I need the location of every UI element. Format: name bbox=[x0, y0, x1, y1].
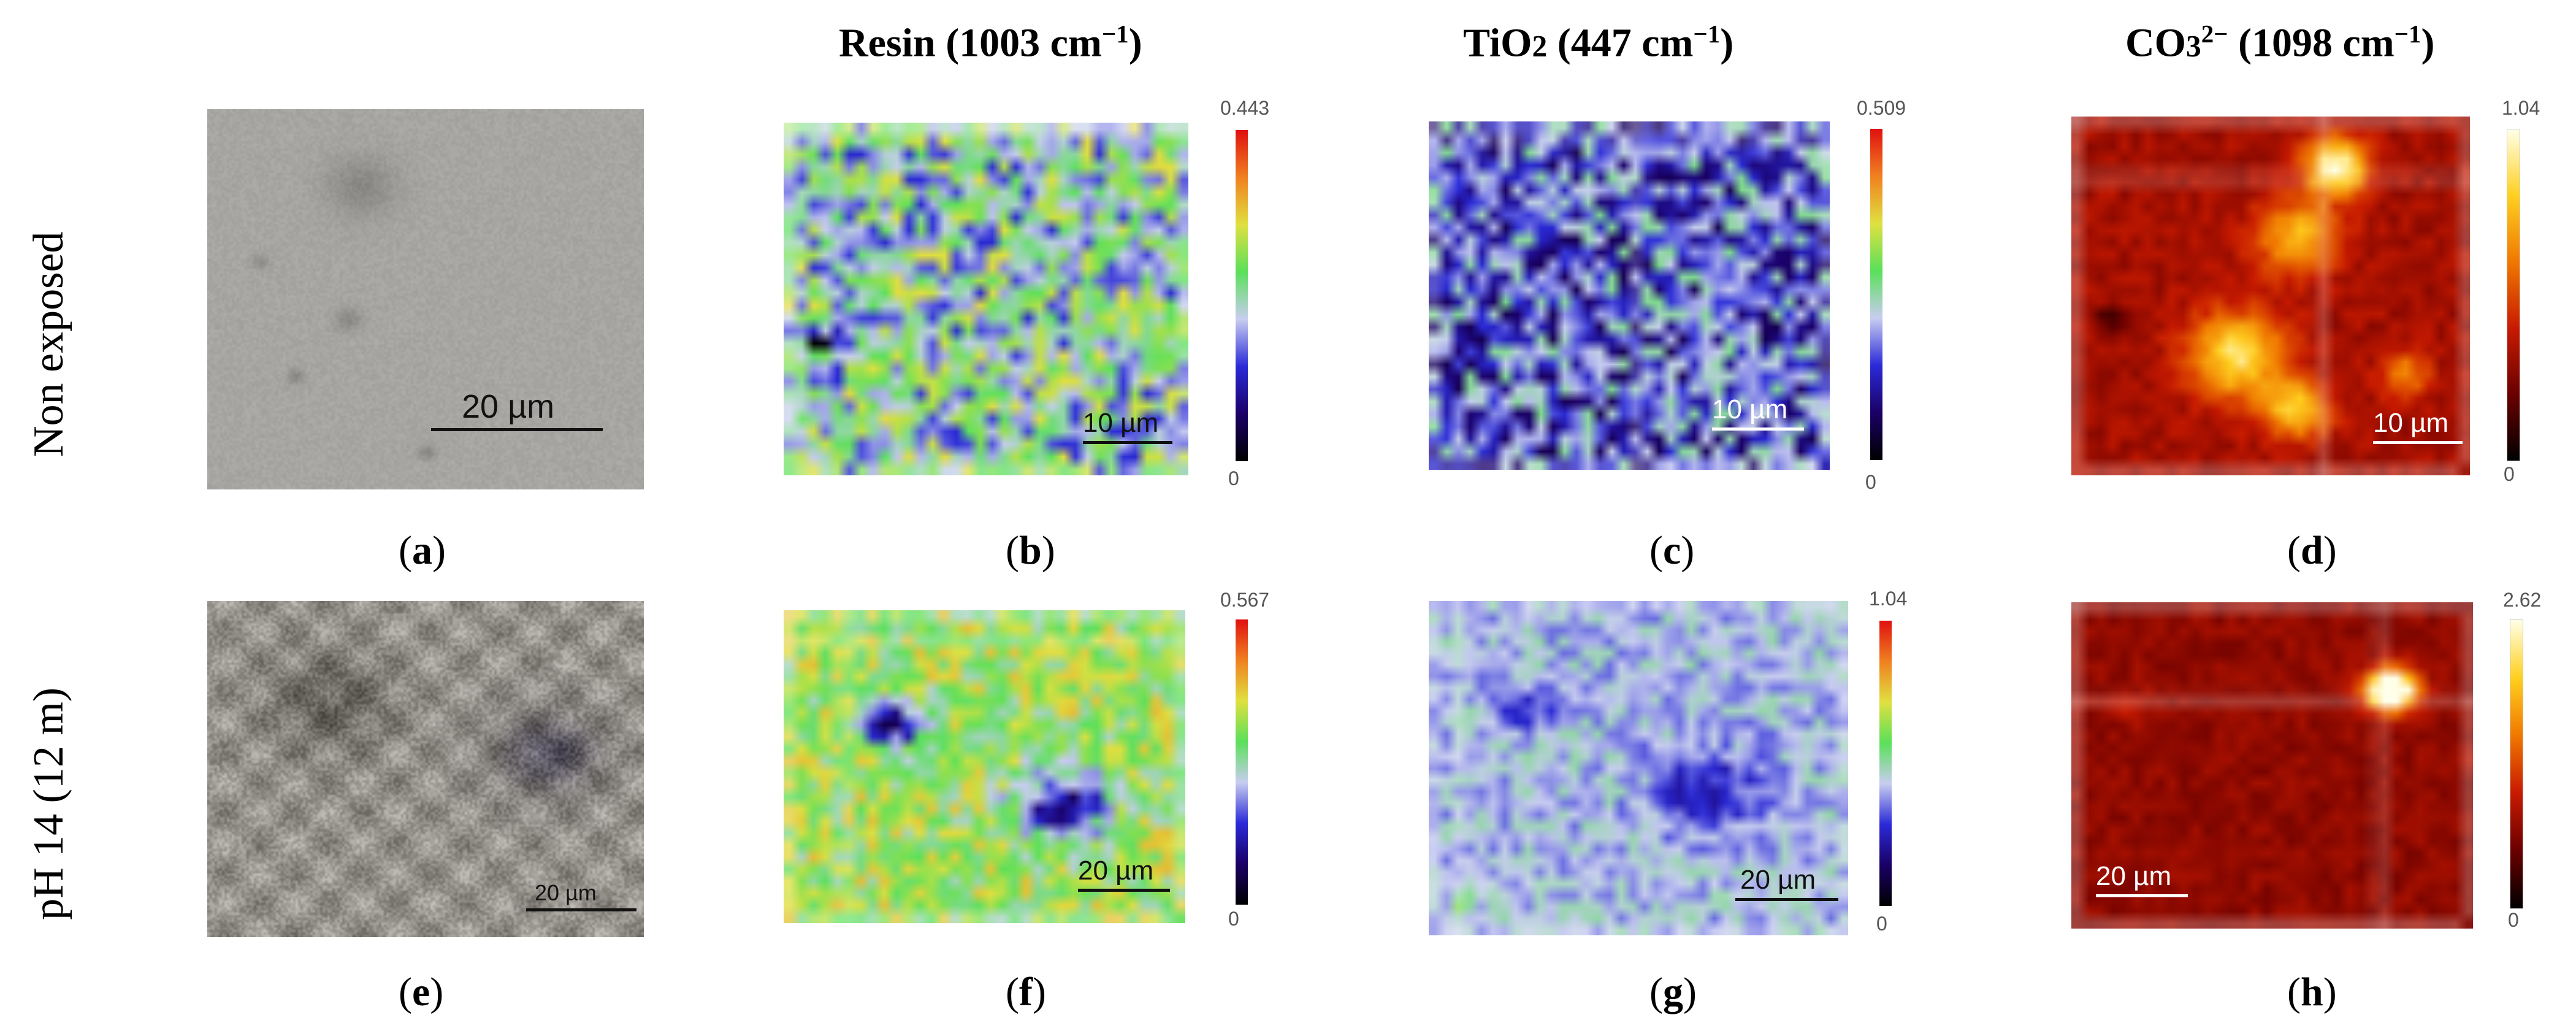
scale-bar-f-line bbox=[1078, 889, 1170, 892]
column-header-tio2: TiO2 (447 cm−1) bbox=[1463, 20, 1734, 66]
scale-bar-h-text: 20 µm bbox=[2096, 861, 2172, 891]
scale-bar-f-text: 20 µm bbox=[1078, 856, 1154, 886]
raman-map-f: 20 µm bbox=[784, 610, 1185, 923]
colorbar-c bbox=[1870, 129, 1882, 460]
colorbar-d-min: 0 bbox=[2504, 463, 2515, 485]
colorbar-b bbox=[1236, 130, 1248, 461]
scale-bar-g-text: 20 µm bbox=[1740, 865, 1816, 895]
colorbar-b-max: 0.443 bbox=[1220, 97, 1270, 119]
panel-label-h: (h) bbox=[2287, 970, 2337, 1014]
panel-label-f: (f) bbox=[1006, 970, 1046, 1014]
raman-map-d-canvas bbox=[2071, 117, 2470, 475]
scale-bar-d-text: 10 µm bbox=[2373, 408, 2449, 438]
scale-bar-c-text: 10 µm bbox=[1712, 394, 1788, 424]
micrograph-e: 20 µm bbox=[207, 601, 644, 937]
raman-map-f-canvas bbox=[784, 610, 1185, 923]
raman-map-c: 10 µm bbox=[1429, 121, 1830, 470]
colorbar-f-min: 0 bbox=[1228, 908, 1239, 930]
raman-map-d: 10 µm bbox=[2071, 117, 2470, 475]
row-label-ph14: pH 14 (12 m) bbox=[25, 687, 72, 920]
colorbar-g bbox=[1879, 621, 1892, 906]
raman-map-c-canvas bbox=[1429, 121, 1830, 470]
colorbar-h bbox=[2510, 619, 2523, 909]
colorbar-g-max: 1.04 bbox=[1869, 588, 1908, 610]
colorbar-g-min: 0 bbox=[1876, 913, 1887, 935]
colorbar-b-min: 0 bbox=[1228, 467, 1239, 489]
row-label-non-exposed: Non exposed bbox=[25, 231, 72, 457]
panel-label-d: (d) bbox=[2287, 528, 2337, 573]
raman-map-b: 10 µm bbox=[784, 123, 1188, 475]
column-header-carbonate: CO32− (1098 cm−1) bbox=[2125, 20, 2435, 66]
raman-map-g-canvas bbox=[1429, 601, 1848, 935]
micrograph-a-canvas bbox=[207, 109, 644, 489]
scale-bar-a-text: 20 µm bbox=[462, 388, 555, 425]
panel-label-g: (g) bbox=[1649, 970, 1697, 1014]
scale-bar-a-line bbox=[431, 428, 603, 431]
scale-bar-h-line bbox=[2096, 894, 2188, 897]
scale-bar-e-text: 20 µm bbox=[535, 880, 597, 905]
raman-map-b-canvas bbox=[784, 123, 1188, 475]
colorbar-h-min: 0 bbox=[2508, 909, 2519, 931]
panel-label-e: (e) bbox=[399, 970, 444, 1014]
scale-bar-e-line bbox=[526, 908, 636, 911]
scale-bar-b-text: 10 µm bbox=[1083, 408, 1159, 438]
colorbar-f bbox=[1236, 619, 1248, 905]
scale-bar-b-line bbox=[1083, 441, 1172, 444]
colorbar-c-max: 0.509 bbox=[1857, 97, 1906, 119]
colorbar-h-max: 2.62 bbox=[2503, 589, 2542, 611]
scale-bar-c-line bbox=[1712, 427, 1804, 431]
colorbar-f-max: 0.567 bbox=[1220, 589, 1270, 611]
colorbar-d-max: 1.04 bbox=[2502, 97, 2540, 119]
colorbar-c-min: 0 bbox=[1865, 471, 1876, 493]
micrograph-a: 20 µm bbox=[207, 109, 644, 489]
raman-map-g: 20 µm bbox=[1429, 601, 1848, 935]
panel-label-b: (b) bbox=[1006, 528, 1055, 573]
micrograph-e-canvas bbox=[207, 601, 644, 937]
raman-map-h: 20 µm bbox=[2071, 602, 2473, 929]
column-header-resin: Resin (1003 cm−1) bbox=[839, 20, 1142, 66]
panel-label-a: (a) bbox=[399, 528, 446, 573]
raman-map-h-canvas bbox=[2071, 602, 2473, 929]
scale-bar-d-line bbox=[2373, 441, 2463, 444]
scale-bar-g-line bbox=[1735, 898, 1838, 901]
panel-label-c: (c) bbox=[1649, 528, 1695, 573]
colorbar-d bbox=[2507, 129, 2520, 461]
